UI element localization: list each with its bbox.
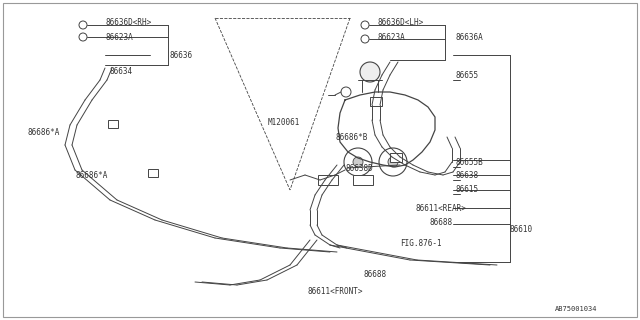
Text: 86638: 86638 [455, 171, 478, 180]
Text: 86615: 86615 [455, 185, 478, 194]
Text: 86686*A: 86686*A [75, 171, 108, 180]
Text: 86636: 86636 [170, 51, 193, 60]
Text: 86623A: 86623A [105, 33, 132, 42]
Text: AB75001034: AB75001034 [555, 306, 598, 312]
Text: 86655B: 86655B [455, 158, 483, 167]
Bar [108, 120, 118, 128]
Text: 86688: 86688 [363, 270, 386, 279]
Text: 86686*A: 86686*A [28, 128, 60, 137]
Text: 86611<FRONT>: 86611<FRONT> [307, 287, 362, 296]
Circle shape [353, 157, 363, 167]
Text: M120061: M120061 [268, 118, 300, 127]
Text: 86638D: 86638D [345, 164, 372, 173]
Text: 86623A: 86623A [378, 33, 406, 42]
Text: 86636D<RH>: 86636D<RH> [105, 18, 151, 27]
Text: 86611<REAR>: 86611<REAR> [415, 204, 466, 213]
Bar [148, 169, 158, 177]
Text: 86636D<LH>: 86636D<LH> [378, 18, 424, 27]
Bar [390, 153, 402, 162]
Text: 86686*B: 86686*B [335, 133, 367, 142]
Bar [353, 175, 373, 185]
Text: FIG.876-1: FIG.876-1 [400, 239, 442, 248]
Bar [370, 97, 382, 106]
Text: 86655: 86655 [455, 71, 478, 80]
Text: 86688: 86688 [430, 218, 453, 227]
Text: 86610: 86610 [510, 225, 533, 234]
Text: 86636A: 86636A [455, 33, 483, 42]
Bar [318, 175, 338, 185]
Circle shape [388, 157, 398, 167]
Circle shape [360, 62, 380, 82]
Text: 86634: 86634 [110, 67, 133, 76]
